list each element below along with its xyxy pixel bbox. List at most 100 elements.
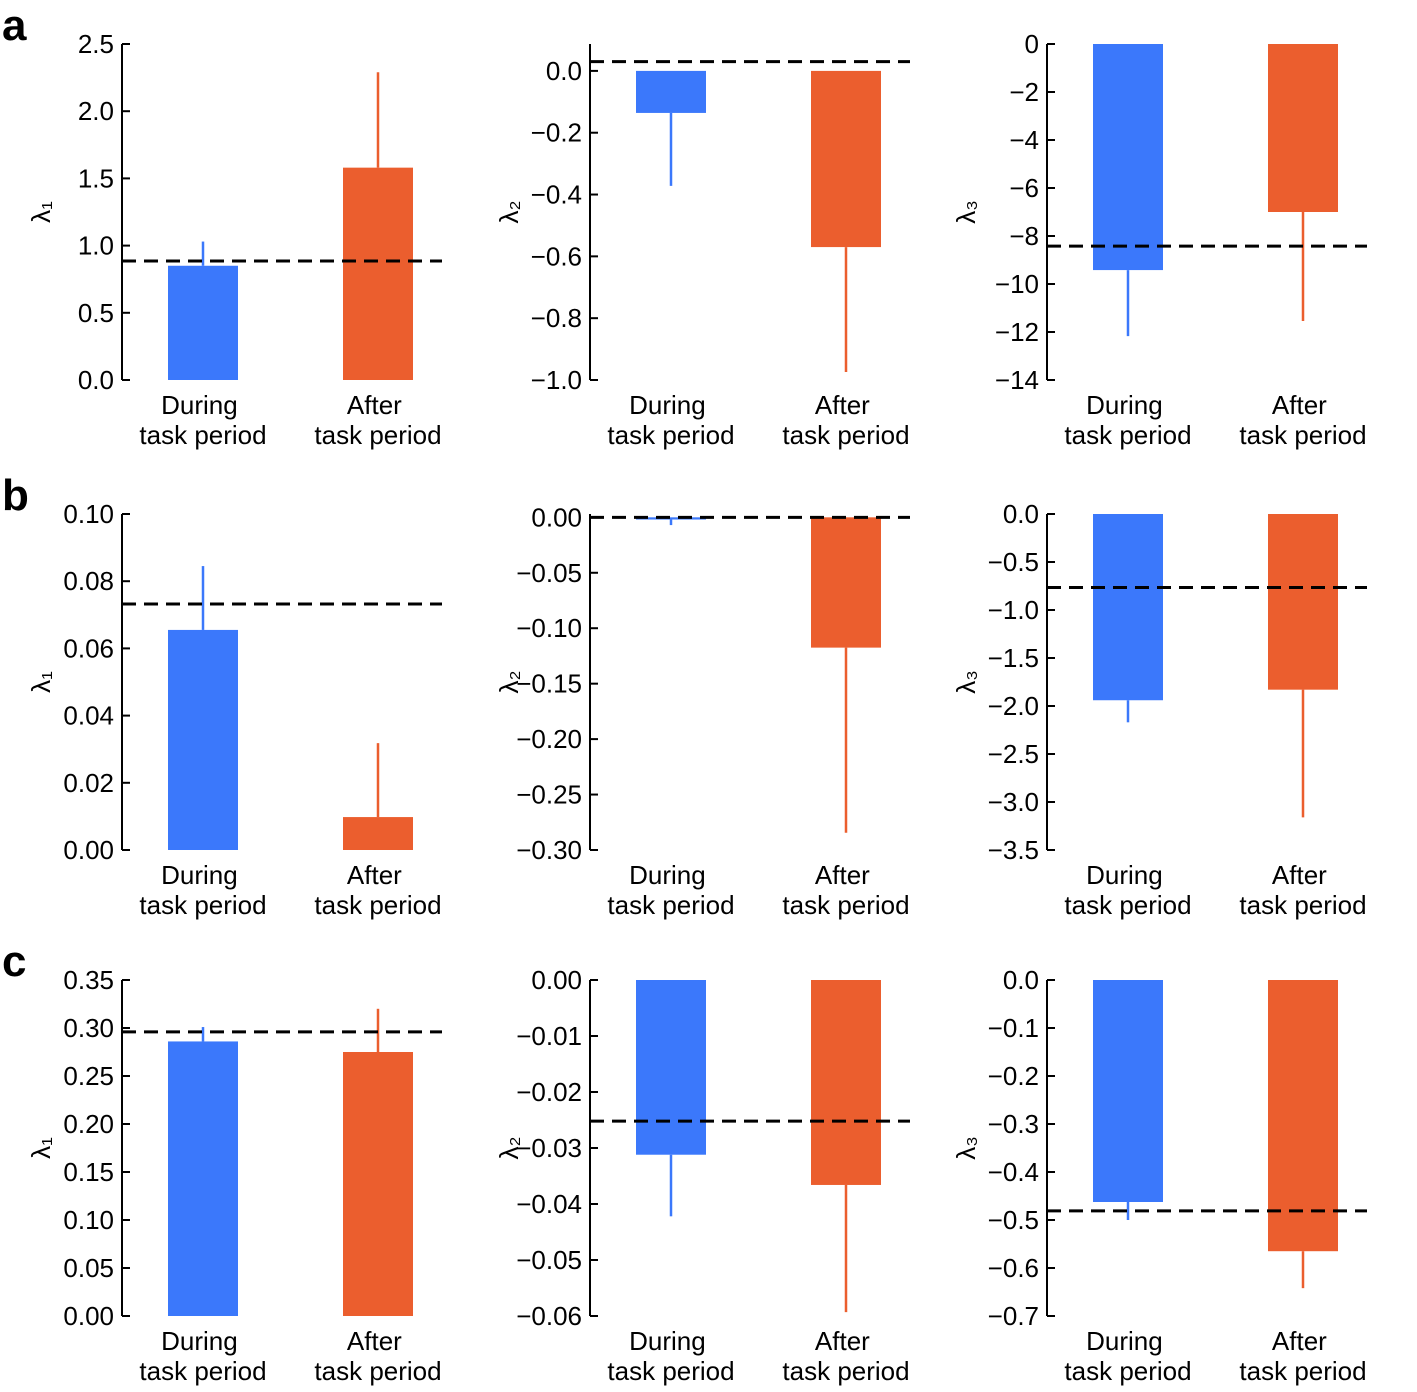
y-tick-label: 0.08: [63, 566, 114, 596]
y-tick-label: −2.5: [988, 739, 1039, 769]
y-tick-label: 0.35: [63, 965, 114, 995]
bar: [168, 1041, 238, 1316]
y-axis-label: λ₁: [26, 1137, 56, 1159]
x-tick-label: After task period: [1239, 390, 1366, 450]
label-line: During: [1086, 860, 1170, 890]
y-tick-label: 0.5: [78, 298, 114, 328]
y-tick-label: 0.00: [63, 1301, 114, 1331]
label-line: task period: [782, 1356, 909, 1386]
label-line: After: [347, 1326, 409, 1356]
x-tick-label: After task period: [314, 860, 441, 920]
bar: [811, 517, 881, 648]
y-tick-label: −0.03: [516, 1133, 582, 1163]
label-line: task period: [1064, 890, 1191, 920]
label-line: task period: [314, 420, 441, 450]
y-tick-label: 0.00: [531, 965, 582, 995]
y-tick-label: −8: [1009, 221, 1039, 251]
y-tick-label: 0.15: [63, 1157, 114, 1187]
label-line: task period: [314, 890, 441, 920]
y-tick-label: 0.20: [63, 1109, 114, 1139]
y-tick-label: 2.5: [78, 29, 114, 59]
x-tick-label: During task period: [1064, 390, 1191, 450]
label-line: task period: [607, 1356, 734, 1386]
y-tick-label: −0.7: [988, 1301, 1039, 1331]
label-line: task period: [139, 420, 266, 450]
y-tick-label: 0.30: [63, 1013, 114, 1043]
label-line: After: [1272, 390, 1334, 420]
y-tick-label: −1.0: [531, 365, 582, 395]
bar: [636, 70, 706, 113]
y-tick-label: 0.04: [63, 701, 114, 731]
y-tick-label: −3.0: [988, 787, 1039, 817]
bar: [343, 1052, 413, 1316]
x-tick-label: During task period: [139, 1326, 266, 1386]
y-tick-label: 1.5: [78, 163, 114, 193]
y-tick-label: 0.0: [546, 56, 582, 86]
y-tick-label: −6: [1009, 173, 1039, 203]
label-line: task period: [139, 1356, 266, 1386]
bar: [343, 167, 413, 380]
y-tick-label: −0.5: [988, 1205, 1039, 1235]
y-tick-label: 0.02: [63, 768, 114, 798]
y-tick-label: −0.20: [516, 724, 582, 754]
y-tick-label: −14: [995, 365, 1039, 395]
label-line: task period: [1064, 1356, 1191, 1386]
label-line: During: [629, 860, 713, 890]
y-tick-label: 0.06: [63, 633, 114, 663]
x-tick-label: During task period: [139, 860, 266, 920]
x-tick-label: During task period: [607, 860, 734, 920]
bar: [1093, 980, 1163, 1202]
label-line: During: [1086, 1326, 1170, 1356]
y-tick-label: 2.0: [78, 96, 114, 126]
y-axis-label: λ₂: [494, 200, 524, 223]
y-tick-label: 0.10: [63, 499, 114, 529]
x-tick-label: After task period: [1239, 1326, 1366, 1386]
y-tick-label: 0.25: [63, 1061, 114, 1091]
label-line: During: [629, 390, 713, 420]
y-axis-label: λ₃: [951, 670, 981, 694]
label-line: After: [1272, 860, 1334, 890]
x-tick-label: After task period: [782, 860, 909, 920]
panel-label: b: [2, 471, 29, 520]
y-tick-label: −0.15: [516, 669, 582, 699]
y-tick-label: 0: [1025, 29, 1039, 59]
y-tick-label: −0.06: [516, 1301, 582, 1331]
y-tick-label: −10: [995, 269, 1039, 299]
label-line: task period: [1239, 890, 1366, 920]
y-tick-label: −0.8: [531, 303, 582, 333]
y-axis-label: λ₁: [26, 671, 56, 693]
label-line: After: [815, 390, 877, 420]
label-line: task period: [1064, 420, 1191, 450]
y-tick-label: −0.25: [516, 780, 582, 810]
y-tick-label: −0.4: [531, 180, 582, 210]
y-tick-label: 0.0: [1003, 499, 1039, 529]
bar: [168, 265, 238, 380]
label-line: After: [1272, 1326, 1334, 1356]
label-line: During: [161, 1326, 245, 1356]
y-tick-label: −0.2: [988, 1061, 1039, 1091]
y-tick-label: −0.5: [988, 547, 1039, 577]
x-tick-label: During task period: [607, 1326, 734, 1386]
y-tick-label: −0.04: [516, 1189, 582, 1219]
x-tick-label: After task period: [782, 1326, 909, 1386]
y-tick-label: −1.0: [988, 595, 1039, 625]
y-axis-label: λ₂: [494, 670, 524, 693]
y-tick-label: −0.1: [988, 1013, 1039, 1043]
y-tick-label: −0.2: [531, 118, 582, 148]
bar: [1093, 44, 1163, 271]
y-tick-label: 0.0: [78, 365, 114, 395]
bar: [811, 980, 881, 1185]
y-axis-label: λ₃: [951, 1136, 981, 1160]
y-tick-label: −4: [1009, 125, 1039, 155]
y-tick-label: −0.05: [516, 1245, 582, 1275]
bar: [1268, 980, 1338, 1252]
x-tick-label: During task period: [139, 390, 266, 450]
y-tick-label: −0.05: [516, 558, 582, 588]
panel-label: a: [2, 1, 27, 50]
y-tick-label: −0.10: [516, 613, 582, 643]
bar: [1093, 514, 1163, 701]
y-tick-label: −0.3: [988, 1109, 1039, 1139]
x-tick-label: After task period: [1239, 860, 1366, 920]
x-tick-label: During task period: [607, 390, 734, 450]
